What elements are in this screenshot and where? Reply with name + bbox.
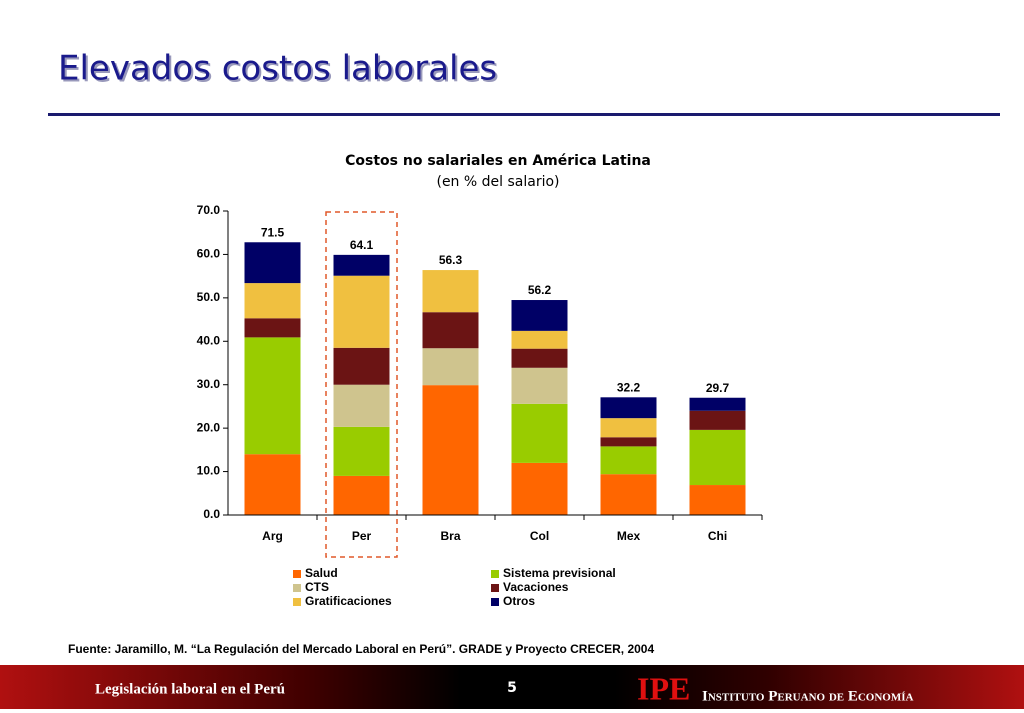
bar-segment <box>511 330 568 349</box>
y-tick-label: 0.0 <box>203 507 220 521</box>
logo: IPE <box>637 670 690 706</box>
legend-swatch <box>491 584 499 592</box>
bar-segment <box>511 403 568 463</box>
bar-segment <box>422 348 479 386</box>
footer-left: Legislación laboral en el Perú <box>95 681 285 697</box>
bar-segment <box>511 367 568 404</box>
x-tick-label: Mex <box>617 529 641 543</box>
legend-label: Salud <box>305 566 338 580</box>
bar-segment <box>333 384 390 427</box>
total-label: 56.2 <box>528 283 552 297</box>
total-label: 29.7 <box>706 381 730 395</box>
total-label: 32.2 <box>617 380 641 394</box>
bar-segment <box>600 418 657 438</box>
bar-segment <box>244 242 301 284</box>
bar-segment <box>511 462 568 515</box>
legend-label: CTS <box>305 580 329 594</box>
y-tick-label: 60.0 <box>197 247 221 261</box>
x-tick-label: Col <box>530 529 549 543</box>
legend-label: Otros <box>503 594 535 608</box>
chart-title: Costos no salariales en América Latina <box>345 153 651 169</box>
title-rule <box>48 113 1000 116</box>
bar-segment <box>689 485 746 515</box>
legend-swatch <box>491 598 499 606</box>
y-tick-label: 30.0 <box>197 377 221 391</box>
bar-segment <box>511 348 568 368</box>
bar-segment <box>244 454 301 515</box>
bar-segment <box>689 410 746 430</box>
y-tick-label: 70.0 <box>197 203 221 217</box>
total-label: 56.3 <box>439 253 463 267</box>
y-tick-label: 10.0 <box>197 464 221 478</box>
bar-segment <box>333 254 390 276</box>
bar-segment <box>244 283 301 319</box>
slide-title: Elevados costos laborales <box>58 49 497 89</box>
bar-segment <box>422 385 479 515</box>
legend-swatch <box>491 570 499 578</box>
legend-label: Gratificaciones <box>305 594 392 608</box>
bar-segment <box>333 275 390 348</box>
y-tick-label: 50.0 <box>197 290 221 304</box>
x-tick-label: Arg <box>262 529 283 543</box>
bar-segment <box>600 437 657 447</box>
bar-segment <box>244 318 301 338</box>
x-tick-label: Bra <box>440 529 460 543</box>
page-number: 5 <box>507 680 517 696</box>
legend-swatch <box>293 598 301 606</box>
legend-label: Sistema previsional <box>503 566 616 580</box>
x-tick-label: Per <box>352 529 372 543</box>
bar-segment <box>600 446 657 475</box>
y-tick-label: 20.0 <box>197 420 221 434</box>
title-shadow: Elevados costos laborales <box>60 51 499 91</box>
org-name: Instituto Peruano de Economía <box>702 688 914 704</box>
bar-segment <box>333 475 390 515</box>
bar-segment <box>600 397 657 419</box>
chart-subtitle: (en % del salario) <box>436 174 559 190</box>
footer-band <box>0 665 1024 709</box>
bar-segment <box>689 429 746 486</box>
highlight-box <box>325 211 398 558</box>
legend-swatch <box>293 570 301 578</box>
source: Fuente: Jaramillo, M. “La Regulación del… <box>68 642 654 656</box>
legend-label: Vacaciones <box>503 580 569 594</box>
bar-segment <box>600 474 657 515</box>
legend-swatch <box>293 584 301 592</box>
bar-segment <box>422 270 479 313</box>
x-tick-label: Chi <box>708 529 727 543</box>
bar-segment <box>511 300 568 331</box>
bar-segment <box>422 312 479 349</box>
y-tick-label: 40.0 <box>197 333 221 347</box>
total-label: 64.1 <box>350 238 374 252</box>
total-label: 71.5 <box>261 225 285 239</box>
bar-segment <box>244 337 301 455</box>
bar-segment <box>333 347 390 385</box>
bar-segment <box>333 426 390 476</box>
bar-segment <box>689 397 746 411</box>
